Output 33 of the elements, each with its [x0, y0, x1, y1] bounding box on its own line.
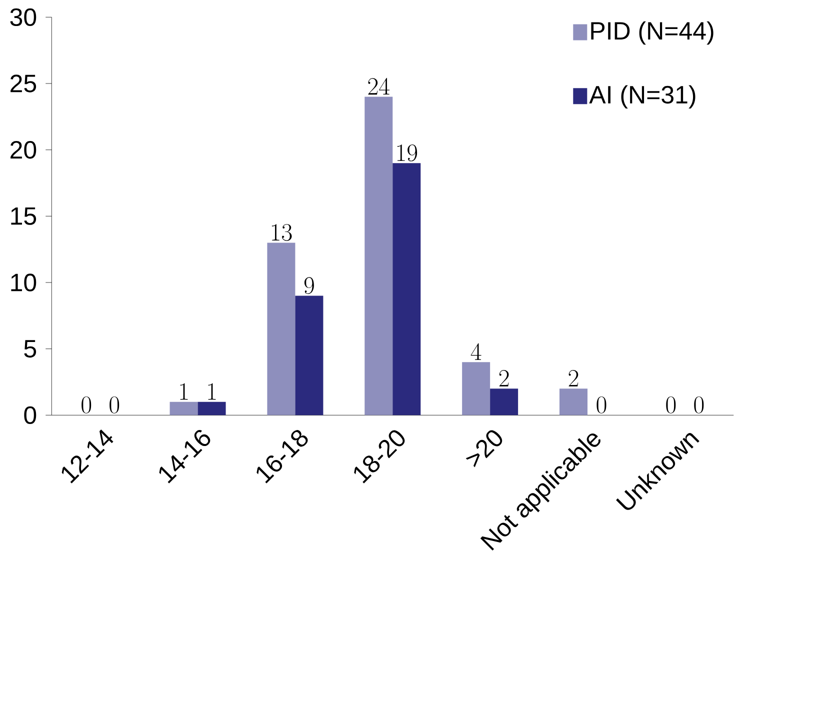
data-label: 1	[208, 383, 216, 400]
y-tick-label: 10	[11, 274, 36, 292]
data-label: 1	[180, 383, 188, 400]
data-label: 0	[82, 396, 92, 414]
data-label: 19	[397, 144, 418, 162]
y-tick-label: 20	[10, 141, 36, 159]
bar	[170, 402, 198, 416]
data-label: 2	[499, 370, 509, 387]
bar	[462, 362, 490, 416]
data-label: 0	[596, 396, 606, 414]
bar	[392, 163, 421, 416]
data-label: 24	[368, 78, 390, 95]
data-label: 13	[272, 224, 292, 242]
data-label: 4	[470, 343, 482, 360]
bar	[198, 402, 226, 416]
bar	[295, 296, 324, 416]
data-label: 9	[304, 277, 314, 294]
legend-label: PID (N=44)	[591, 22, 714, 45]
data-label: 0	[666, 396, 676, 414]
y-tick-label: 30	[10, 8, 36, 26]
bar	[267, 242, 296, 416]
y-tick-label: 0	[24, 406, 36, 424]
data-label: 2	[568, 370, 578, 387]
y-tick-label: 5	[24, 340, 36, 358]
y-tick-label: 15	[11, 208, 36, 226]
x-tick-label: >20	[466, 430, 502, 468]
legend-label: AI (N=31)	[589, 85, 696, 109]
bar	[490, 388, 518, 416]
data-label: 0	[694, 396, 704, 414]
y-tick-label: 25	[10, 74, 36, 92]
data-label: 0	[110, 396, 120, 414]
bar	[559, 388, 588, 416]
bar	[364, 96, 393, 416]
